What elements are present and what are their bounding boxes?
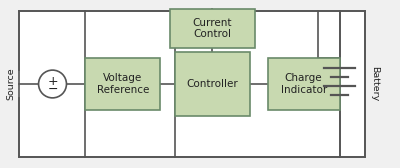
- Text: +: +: [47, 75, 58, 88]
- Text: Source: Source: [6, 68, 15, 100]
- Text: Voltage
Reference: Voltage Reference: [96, 73, 149, 95]
- Circle shape: [38, 70, 66, 98]
- Bar: [268, 58, 340, 110]
- Text: Charge
Indicator: Charge Indicator: [280, 73, 327, 95]
- Bar: [170, 9, 255, 48]
- Bar: [19, 11, 366, 157]
- Text: Controller: Controller: [186, 79, 238, 89]
- Bar: [85, 58, 160, 110]
- Bar: [175, 52, 250, 116]
- Text: −: −: [47, 82, 58, 95]
- Text: Current
Control: Current Control: [193, 18, 232, 39]
- Text: Battery: Battery: [370, 66, 379, 102]
